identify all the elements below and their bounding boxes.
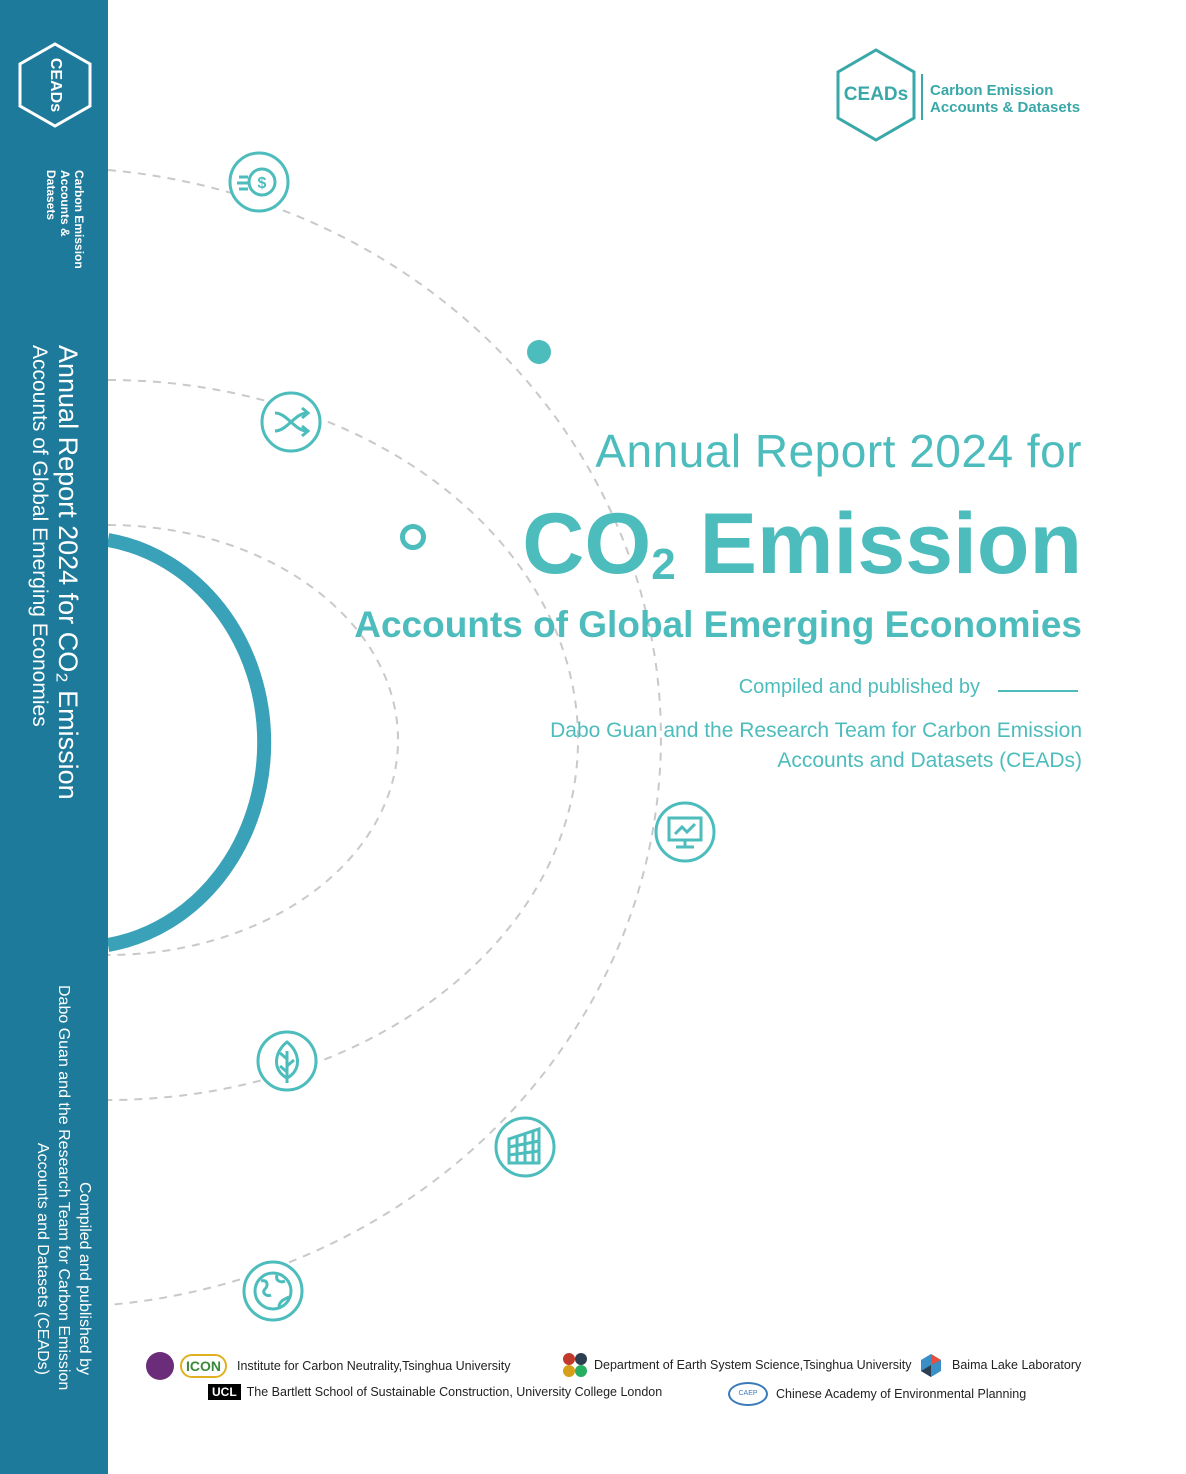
title-line3: Accounts of Global Emerging Economies <box>354 604 1082 645</box>
partner-logos: ICON Institute for Carbon Neutrality,Tsi… <box>140 1352 1100 1412</box>
partner-tsinghua-icn: ICON Institute for Carbon Neutrality,Tsi… <box>146 1352 511 1380</box>
thick-arc <box>106 533 272 952</box>
spine-logo: CEADs Carbon Emission Accounts & Dataset… <box>10 40 100 269</box>
spine-logo-label: CEADs <box>47 57 64 113</box>
arc-dot <box>527 340 551 364</box>
partner-dess: Department of Earth System Science,Tsing… <box>562 1352 912 1378</box>
partner-baima: Baima Lake Laboratory <box>918 1352 1081 1378</box>
monitor-chart-icon <box>654 801 716 863</box>
title-line1: Annual Report 2024 for <box>595 425 1082 477</box>
partner-label-3: Baima Lake Laboratory <box>952 1358 1082 1372</box>
compiled-divider <box>998 690 1078 692</box>
partner-label-5: Chinese Academy of Environmental Plannin… <box>776 1387 1027 1401</box>
title-main: CO2 Emission <box>522 496 1082 592</box>
spine-logo-text: Carbon Emission Accounts & Datasets <box>44 170 86 269</box>
brand-text: Carbon Emission Accounts & Datasets <box>930 82 1081 116</box>
brand-logo-label: CEADs <box>843 84 909 105</box>
spine-credit: Compiled and published by Dabo Guan and … <box>34 985 93 1391</box>
partner-label-2: Department of Earth System Science,Tsing… <box>594 1358 912 1372</box>
dess-logo-icon <box>562 1352 588 1378</box>
building-icon <box>494 1116 556 1178</box>
globe-icon <box>242 1260 304 1322</box>
partner-label-1: Institute for Carbon Neutrality,Tsinghua… <box>237 1359 511 1373</box>
baima-logo-icon <box>918 1352 944 1378</box>
book-spine: CEADs Carbon Emission Accounts & Dataset… <box>0 0 108 1474</box>
title-bullet <box>400 524 426 550</box>
partner-caep: CAEP Chinese Academy of Environmental Pl… <box>728 1382 1026 1406</box>
money-icon: $ <box>228 151 290 213</box>
ceads-logo: CEADs Carbon Emission Accounts & Dataset… <box>826 46 1096 146</box>
spine-title: Annual Report 2024 for CO₂ Emission Acco… <box>28 345 83 800</box>
shuffle-icon <box>260 391 322 453</box>
team-credit: Dabo Guan and the Research Team for Carb… <box>550 719 1082 772</box>
partner-ucl: UCL The Bartlett School of Sustainable C… <box>208 1384 662 1400</box>
compiled-label: Compiled and published by <box>738 676 980 698</box>
caep-logo: CAEP <box>728 1382 768 1406</box>
tsinghua-seal-icon <box>146 1352 174 1380</box>
partner-label-4: The Bartlett School of Sustainable Const… <box>246 1385 663 1399</box>
leaf-icon <box>256 1030 318 1092</box>
icon-logo: ICON <box>180 1354 227 1378</box>
ucl-logo: UCL <box>208 1384 241 1400</box>
svg-text:$: $ <box>258 175 267 192</box>
